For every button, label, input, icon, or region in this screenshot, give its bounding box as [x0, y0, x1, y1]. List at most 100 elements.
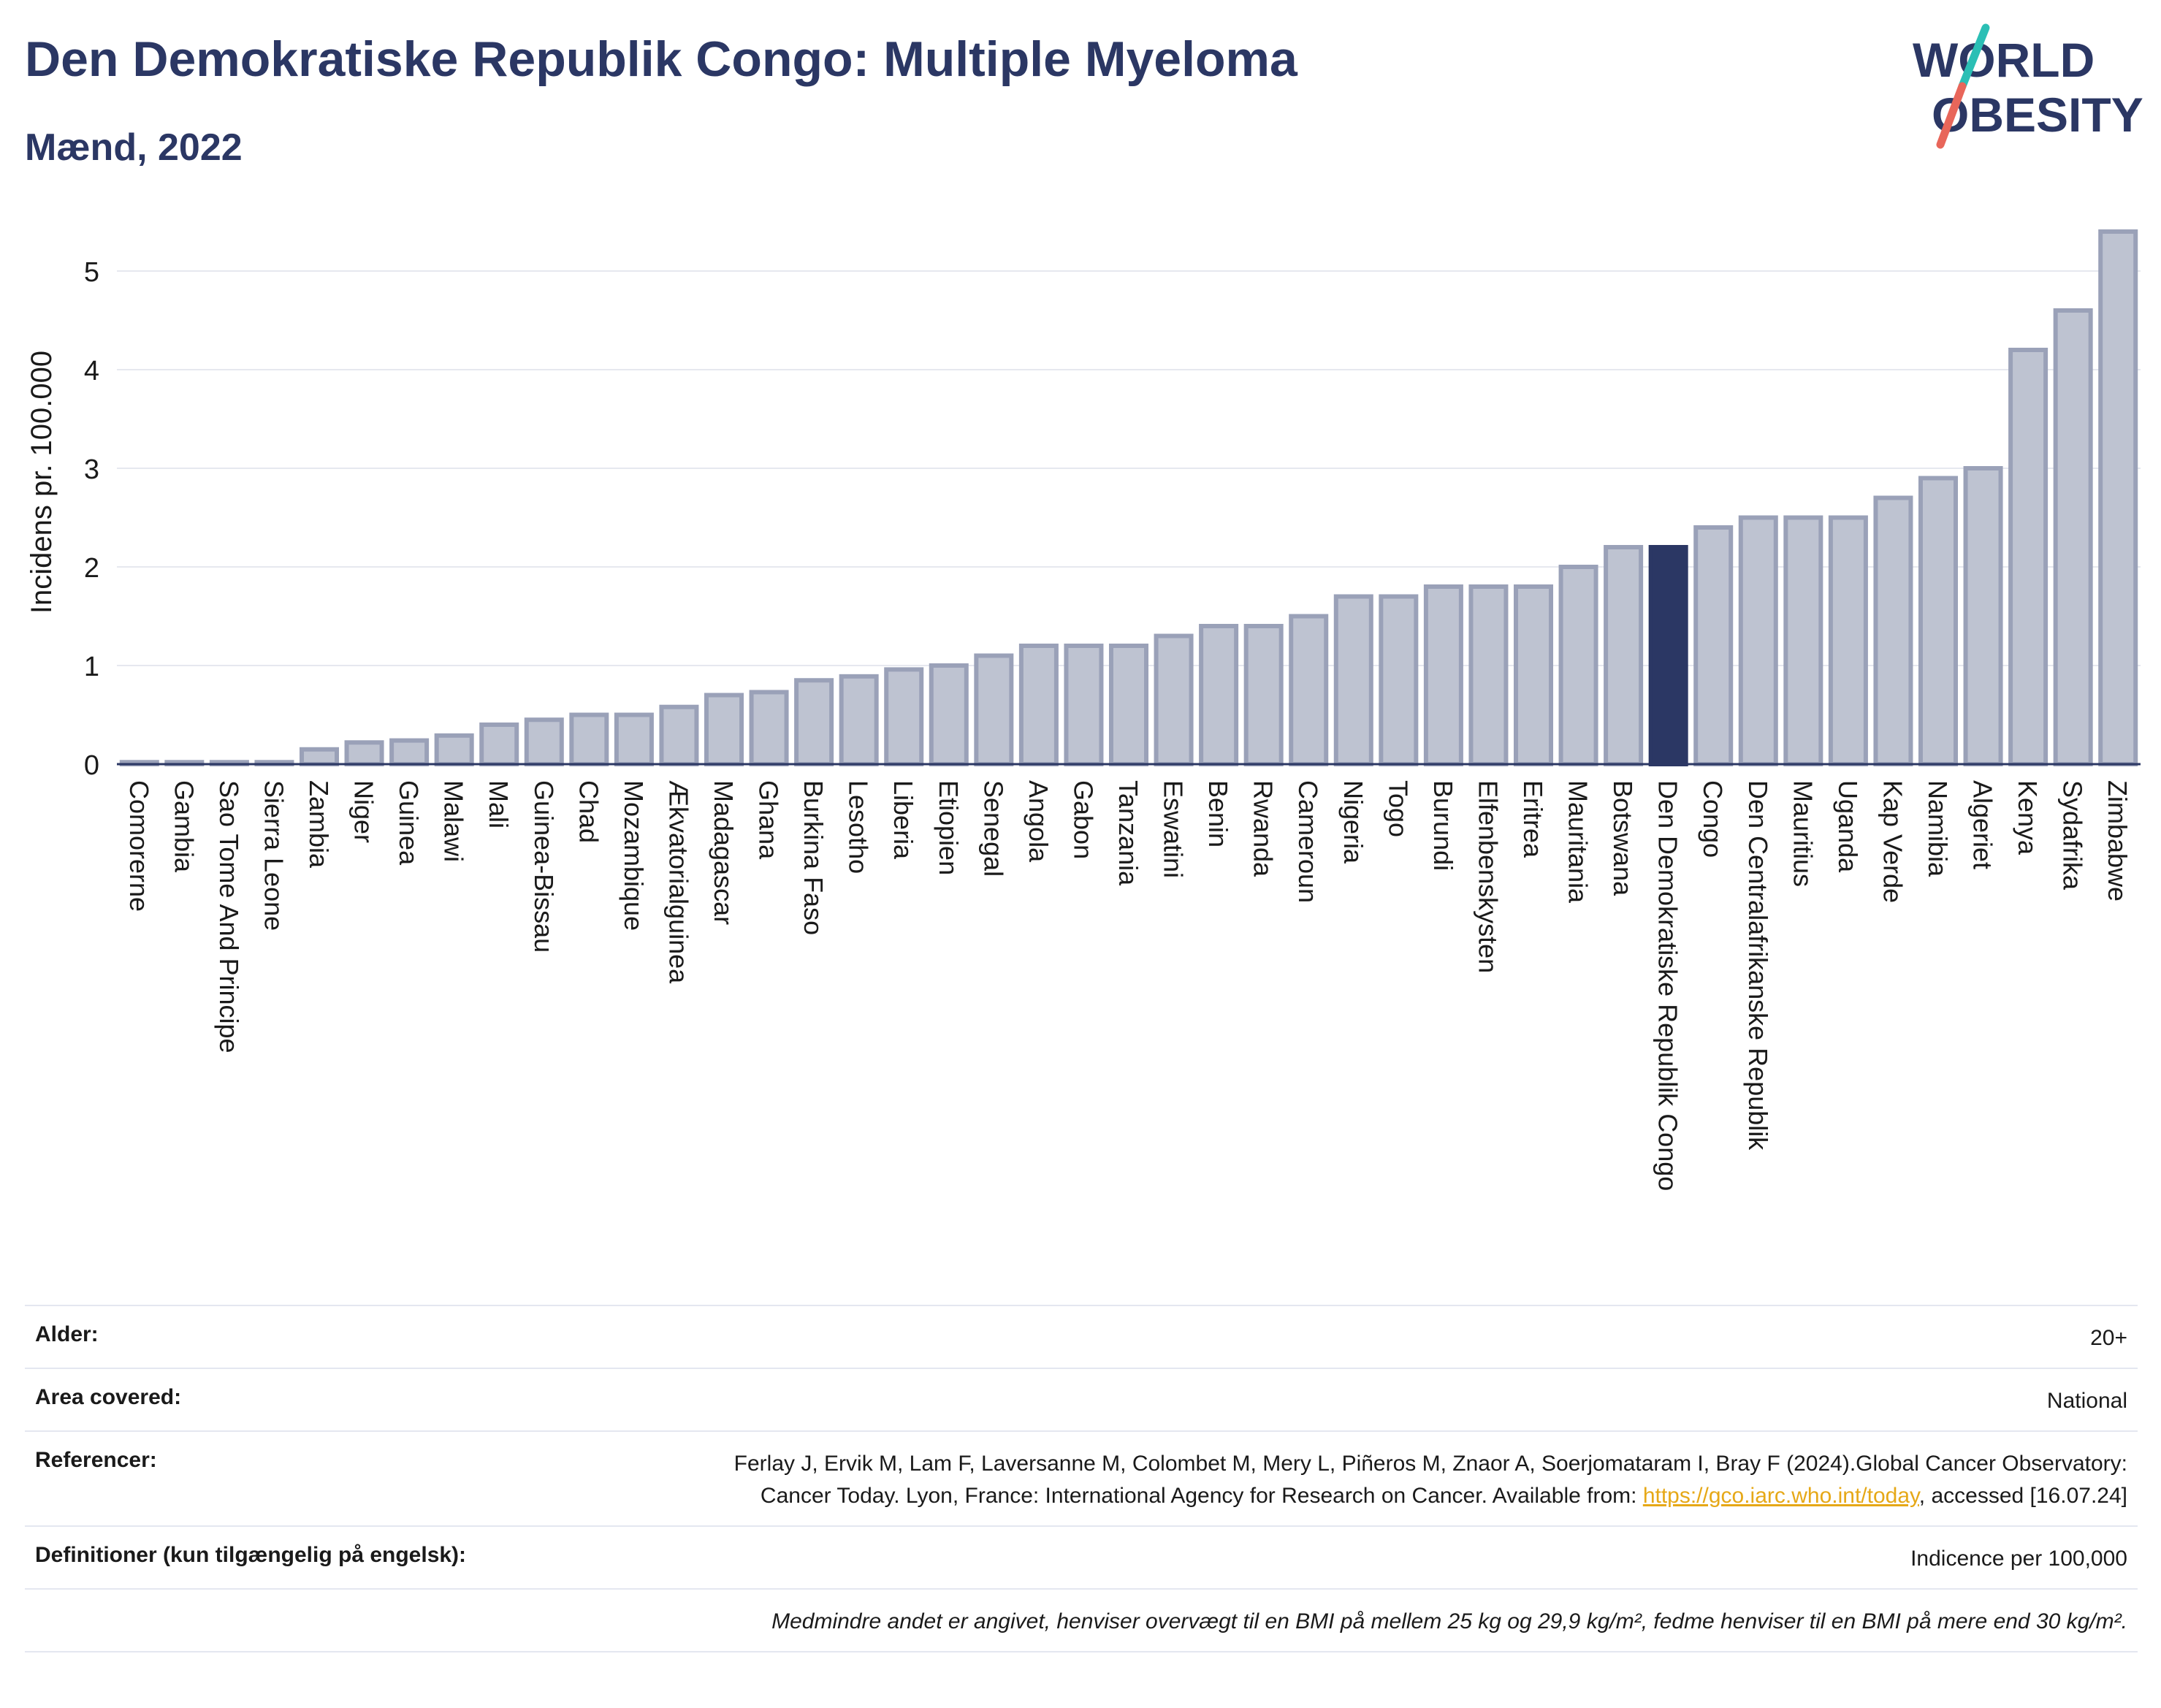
logo-slash-bottom: [1936, 82, 1967, 149]
x-tick-label: Angola: [1024, 780, 1053, 863]
x-tick-label: Uganda: [1833, 780, 1863, 873]
x-tick-label: Mauritius: [1788, 780, 1818, 887]
bar: [1199, 624, 1239, 766]
x-tick-label: Sao Tome And Principe: [214, 780, 244, 1053]
x-tick-label: Benin: [1203, 780, 1233, 847]
y-tick-labels: 0 1 2 3 4 5: [84, 257, 99, 781]
bar: [704, 693, 744, 766]
footnote: Medmindre andet er angivet, henviser ove…: [771, 1609, 2127, 1633]
info-row-references: Referencer: Ferlay J, Ervik M, Lam F, La…: [25, 1430, 2138, 1525]
bar-chart: 0 1 2 3 4 5 Comorerne Gambia Sao Tome And Princ…: [26, 229, 2141, 1191]
bar: [749, 690, 789, 767]
bar: [1289, 614, 1329, 766]
references-text: Ferlay J, Ervik M, Lam F, Laversanne M, …: [733, 1452, 2127, 1508]
y-tick-label: 1: [84, 652, 99, 682]
bar: [1333, 594, 1373, 766]
x-tick-label: Gambia: [169, 780, 199, 873]
logo-line2: OBESITY: [1932, 88, 2143, 142]
bar: [614, 712, 654, 766]
bar: [1423, 584, 1463, 766]
bars: [117, 229, 2141, 767]
x-tick-label: Sierra Leone: [259, 780, 289, 931]
y-tick-label: 3: [84, 454, 99, 485]
definitions-value: Indicence per 100,000: [1910, 1547, 2127, 1571]
info-row-definitions: Definitioner (kun tilgængelig på engelsk…: [25, 1525, 2138, 1588]
logo-line1: WORLD: [1913, 33, 2095, 87]
references-link[interactable]: https://gco.iarc.who.int/today: [1642, 1484, 1919, 1508]
x-tick-label: Guinea: [394, 780, 424, 866]
x-tick-label: Rwanda: [1249, 780, 1278, 877]
x-tick-label: Chad: [573, 780, 603, 843]
bar: [1064, 644, 1104, 766]
bar: [389, 738, 430, 766]
bar: [974, 653, 1014, 766]
bar: [524, 717, 564, 766]
info-row-age: Alder: 20+: [25, 1305, 2138, 1368]
area-label: Area covered:: [35, 1385, 182, 1409]
x-tick-label: Congo: [1698, 780, 1728, 858]
bar: [1018, 644, 1059, 766]
x-tick-label: Ghana: [754, 780, 784, 860]
page-title: Den Demokratiske Republik Congo: Multipl…: [25, 31, 1297, 87]
x-tick-label: Eritrea: [1518, 780, 1548, 858]
y-tick-label: 2: [84, 553, 99, 584]
x-tick-label: Gabon: [1068, 780, 1098, 859]
bar: [1604, 545, 1644, 766]
info-row-note: Medmindre andet er angivet, henviser ove…: [25, 1588, 2138, 1652]
x-tick-label: Sydafrika: [2058, 780, 2088, 891]
x-tick-label: Burundi: [1428, 780, 1458, 871]
x-tick-label: Etiopien: [934, 780, 964, 875]
x-tick-label: Ækvatorialguinea: [663, 780, 693, 984]
x-tick-label: Kenya: [2013, 780, 2043, 855]
x-tick-label: Madagascar: [709, 780, 739, 925]
bar-highlight: [1648, 545, 1688, 766]
x-tick-label: Malawi: [439, 780, 469, 862]
logo-slash-top: [1958, 23, 1990, 91]
x-tick-label: Liberia: [888, 780, 918, 860]
age-value: 20+: [2090, 1326, 2127, 1350]
x-tick-label: Botswana: [1608, 780, 1638, 896]
age-label: Alder:: [35, 1322, 99, 1346]
bar: [1738, 515, 1778, 766]
x-tick-label: Den Centralafrikanske Republik: [1743, 780, 1773, 1151]
x-tick-label: Mozambique: [619, 780, 649, 931]
x-tick-label: Mali: [484, 780, 514, 828]
x-tick-label: Burkina Faso: [799, 780, 828, 935]
x-tick-label: Tanzania: [1113, 780, 1143, 886]
bar: [2098, 229, 2138, 766]
bar: [1379, 594, 1419, 766]
bar: [929, 663, 969, 766]
bar: [1783, 515, 1823, 766]
x-tick-label: Mauritania: [1563, 780, 1593, 904]
x-tick-label: Elfenbenskysten: [1473, 780, 1503, 973]
x-tick-label: Cameroun: [1293, 780, 1323, 903]
bar: [1873, 495, 1913, 766]
x-tick-label: Togo: [1383, 780, 1413, 837]
bar: [659, 704, 699, 767]
bar: [2008, 348, 2048, 766]
bar: [1963, 466, 2003, 766]
info-row-area: Area covered: National: [25, 1368, 2138, 1430]
x-tick-label: Namibia: [1923, 780, 1953, 877]
references-value: Ferlay J, Ervik M, Lam F, Laversanne M, …: [666, 1448, 2127, 1512]
x-tick-label: Den Demokratiske Republik Congo: [1653, 780, 1683, 1191]
bar: [1108, 644, 1149, 766]
y-tick-label: 0: [84, 750, 99, 781]
x-tick-label: Zambia: [304, 780, 334, 869]
definitions-label: Definitioner (kun tilgængelig på engelsk…: [35, 1543, 467, 1567]
bar: [1243, 624, 1284, 766]
references-tail: , accessed [16.07.24]: [1918, 1484, 2127, 1508]
x-tick-label: Niger: [349, 780, 379, 843]
bar: [569, 712, 609, 766]
y-tick-label: 5: [84, 257, 99, 288]
x-tick-label: Algeriet: [1968, 780, 1998, 869]
x-tick-labels: Comorerne Gambia Sao Tome And Principe Sier…: [124, 780, 2133, 1191]
world-obesity-logo: WORLD OBESITY: [1913, 23, 2143, 149]
references-label: Referencer:: [35, 1448, 157, 1472]
bar: [794, 678, 834, 766]
bar: [1918, 476, 1959, 766]
bar: [2053, 308, 2093, 766]
bar: [299, 747, 340, 766]
bar: [884, 667, 924, 767]
x-tick-label: Nigeria: [1338, 780, 1368, 864]
